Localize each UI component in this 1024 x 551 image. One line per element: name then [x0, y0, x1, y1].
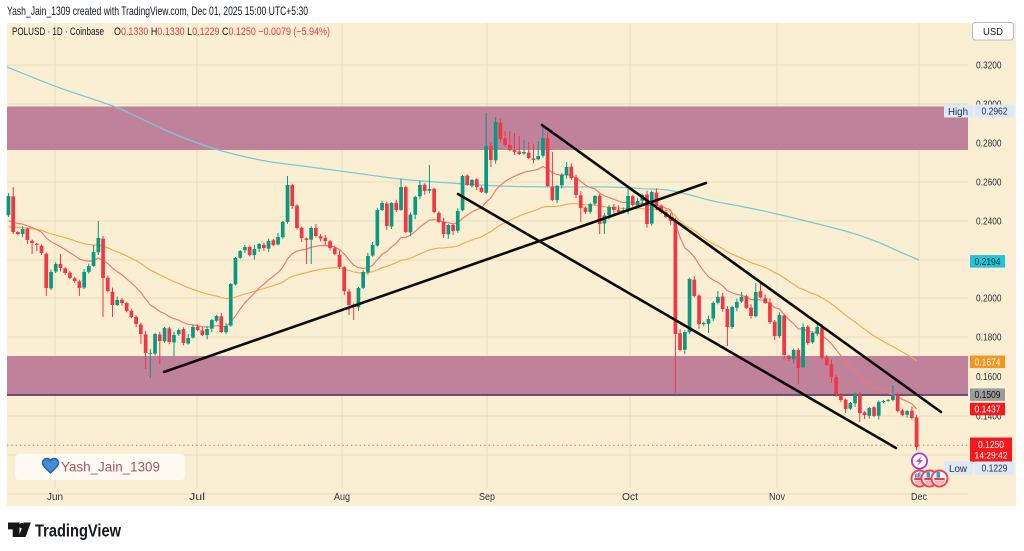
- svg-text:0.2600: 0.2600: [976, 178, 1002, 189]
- svg-text:0.2194: 0.2194: [975, 257, 1001, 268]
- svg-text:14:29:42: 14:29:42: [975, 451, 1008, 461]
- svg-text:0.1229: 0.1229: [982, 464, 1008, 475]
- svg-text:O0.1330 H0.1330 L0.1229 C0.125: O0.1330 H0.1330 L0.1229 C0.1250 −0.0079 …: [114, 26, 330, 38]
- svg-text:0.1600: 0.1600: [976, 372, 1002, 383]
- svg-text:Yash_Jain_1309 created with Tr: Yash_Jain_1309 created with TradingView.…: [7, 4, 308, 18]
- svg-text:High: High: [948, 107, 968, 118]
- svg-text:0.1800: 0.1800: [976, 333, 1002, 344]
- svg-text:Sep: Sep: [479, 492, 495, 503]
- svg-text:USD: USD: [983, 27, 1003, 38]
- svg-text:0.2400: 0.2400: [976, 217, 1002, 228]
- svg-text:0.1250: 0.1250: [978, 440, 1004, 451]
- svg-text:0.3200: 0.3200: [976, 61, 1002, 72]
- svg-text:Oct: Oct: [622, 492, 638, 503]
- svg-text:POLUSD · 1D · Coinbase: POLUSD · 1D · Coinbase: [12, 26, 104, 38]
- svg-text:Low: Low: [949, 464, 968, 475]
- svg-text:Jun: Jun: [47, 492, 63, 503]
- svg-text:0.1674: 0.1674: [975, 357, 1001, 368]
- svg-text:0.1437: 0.1437: [975, 405, 1001, 416]
- svg-text:Nov: Nov: [769, 492, 785, 503]
- svg-text:0.1400: 0.1400: [976, 412, 1002, 423]
- svg-text:0.2000: 0.2000: [976, 294, 1002, 305]
- svg-text:Jul: Jul: [189, 492, 205, 503]
- svg-text:TradingView: TradingView: [35, 521, 121, 541]
- svg-text:Yash_Jain_1309: Yash_Jain_1309: [61, 460, 160, 475]
- svg-text:0.1509: 0.1509: [975, 390, 1001, 401]
- svg-text:0.2962: 0.2962: [982, 107, 1008, 118]
- svg-text:Aug: Aug: [334, 492, 350, 503]
- svg-text:0.2800: 0.2800: [976, 139, 1002, 150]
- svg-text:Dec: Dec: [911, 492, 927, 503]
